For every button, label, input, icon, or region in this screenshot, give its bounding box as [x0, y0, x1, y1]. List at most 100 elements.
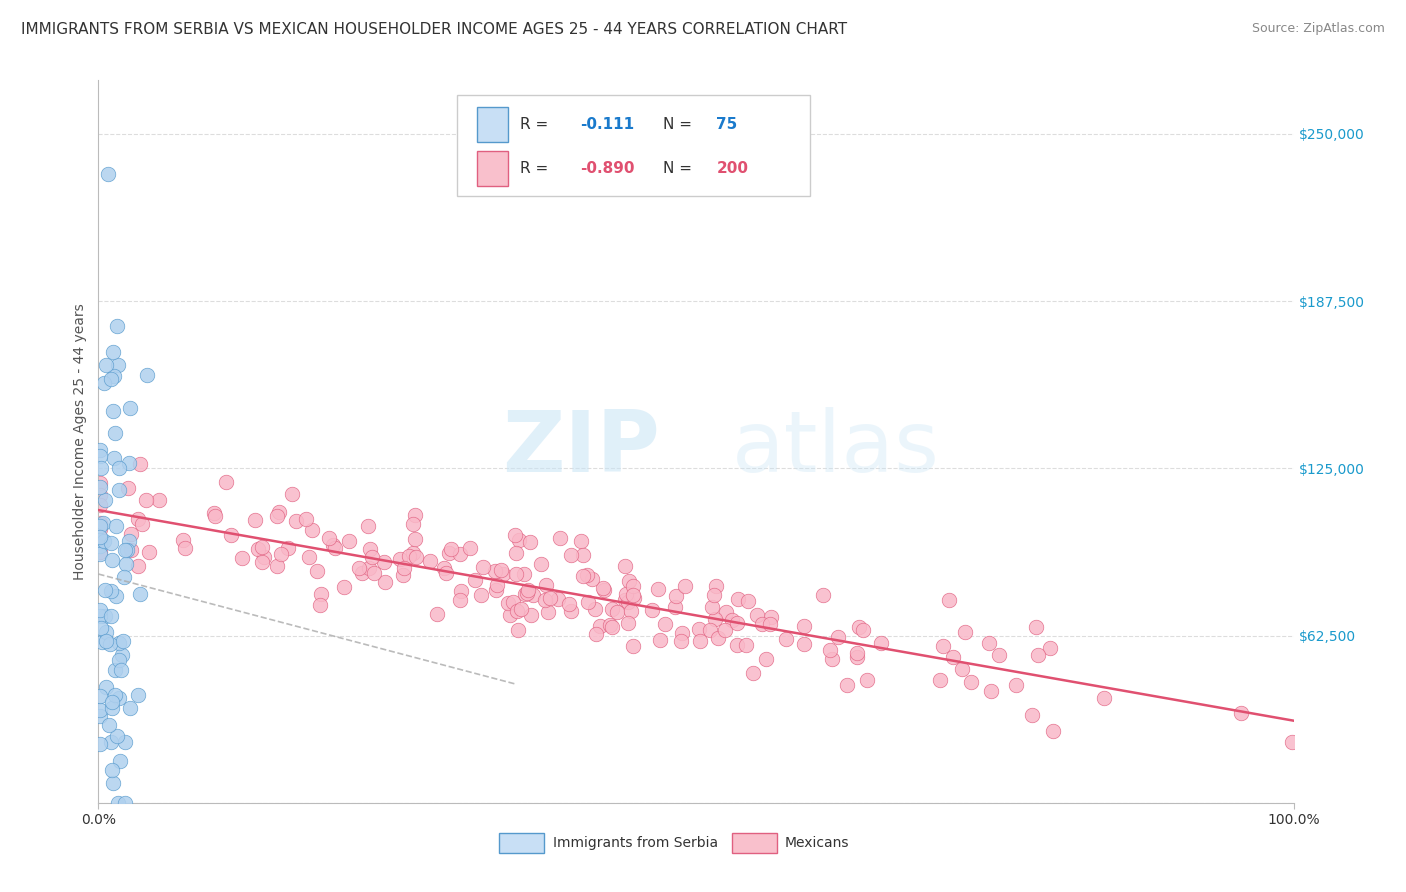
- Point: [215, 475, 238, 489]
- Point: [277, 541, 299, 556]
- Point: [759, 617, 782, 632]
- Point: [103, 450, 125, 465]
- Point: [373, 555, 395, 569]
- Point: [734, 638, 756, 652]
- Point: [529, 557, 551, 571]
- Point: [489, 564, 512, 578]
- Point: [89, 547, 111, 561]
- Point: [204, 508, 226, 523]
- Text: -0.890: -0.890: [581, 161, 634, 177]
- Point: [846, 649, 869, 664]
- Text: R =: R =: [520, 161, 554, 177]
- Point: [323, 541, 346, 555]
- Text: N =: N =: [662, 161, 696, 177]
- Text: N =: N =: [662, 117, 696, 132]
- Point: [101, 700, 124, 714]
- Text: -0.111: -0.111: [581, 117, 634, 132]
- Point: [100, 372, 122, 386]
- Point: [105, 318, 128, 333]
- Point: [127, 688, 149, 702]
- Point: [172, 533, 194, 547]
- Point: [870, 636, 893, 650]
- Point: [103, 369, 125, 384]
- Point: [440, 541, 463, 556]
- Point: [592, 581, 614, 595]
- Point: [827, 630, 849, 644]
- Point: [110, 664, 132, 678]
- Point: [614, 558, 637, 573]
- Point: [100, 695, 122, 709]
- Point: [600, 601, 623, 615]
- Point: [114, 735, 136, 749]
- Point: [1025, 619, 1047, 633]
- Point: [94, 358, 117, 372]
- Point: [297, 550, 319, 565]
- Point: [89, 602, 111, 616]
- Point: [267, 505, 290, 519]
- Point: [402, 546, 425, 560]
- Point: [576, 595, 599, 609]
- Point: [1039, 640, 1062, 655]
- Text: IMMIGRANTS FROM SERBIA VS MEXICAN HOUSEHOLDER INCOME AGES 25 - 44 YEARS CORRELAT: IMMIGRANTS FROM SERBIA VS MEXICAN HOUSEH…: [21, 22, 848, 37]
- Point: [704, 579, 727, 593]
- Point: [641, 603, 664, 617]
- Point: [250, 555, 273, 569]
- Point: [295, 511, 318, 525]
- Point: [759, 610, 782, 624]
- Point: [938, 593, 960, 607]
- Point: [100, 535, 122, 549]
- Point: [599, 618, 621, 632]
- Point: [516, 583, 538, 598]
- Point: [620, 604, 643, 618]
- Point: [350, 566, 373, 580]
- Point: [118, 401, 141, 415]
- Point: [505, 546, 527, 560]
- Point: [135, 492, 157, 507]
- Point: [484, 564, 506, 578]
- Point: [104, 688, 127, 702]
- Point: [136, 368, 159, 382]
- Point: [959, 675, 981, 690]
- Point: [426, 607, 449, 622]
- Point: [600, 620, 623, 634]
- Point: [89, 544, 111, 558]
- Point: [100, 734, 122, 748]
- Point: [361, 550, 384, 565]
- Point: [498, 596, 520, 610]
- Point: [547, 592, 569, 607]
- Point: [472, 559, 495, 574]
- Point: [101, 763, 124, 777]
- Point: [534, 578, 557, 592]
- Point: [1028, 648, 1050, 662]
- Point: [128, 587, 150, 601]
- Point: [114, 542, 136, 557]
- Point: [120, 700, 142, 714]
- Point: [673, 579, 696, 593]
- Point: [714, 623, 737, 637]
- Point: [101, 776, 124, 790]
- Point: [219, 528, 242, 542]
- Point: [94, 634, 117, 648]
- Point: [449, 593, 471, 607]
- Point: [108, 483, 131, 497]
- Point: [231, 551, 253, 566]
- Point: [253, 550, 276, 565]
- Point: [129, 457, 152, 471]
- Point: [707, 631, 730, 645]
- Point: [953, 624, 976, 639]
- Point: [484, 582, 506, 597]
- Bar: [499, 833, 544, 854]
- Point: [104, 425, 127, 440]
- Point: [120, 543, 142, 558]
- Point: [505, 566, 527, 581]
- Point: [571, 548, 593, 562]
- Point: [281, 487, 304, 501]
- Point: [506, 624, 529, 638]
- Point: [392, 561, 415, 575]
- Point: [432, 561, 454, 575]
- Point: [89, 480, 111, 494]
- Point: [202, 506, 225, 520]
- Point: [138, 545, 160, 559]
- Point: [89, 516, 111, 530]
- Point: [485, 578, 508, 592]
